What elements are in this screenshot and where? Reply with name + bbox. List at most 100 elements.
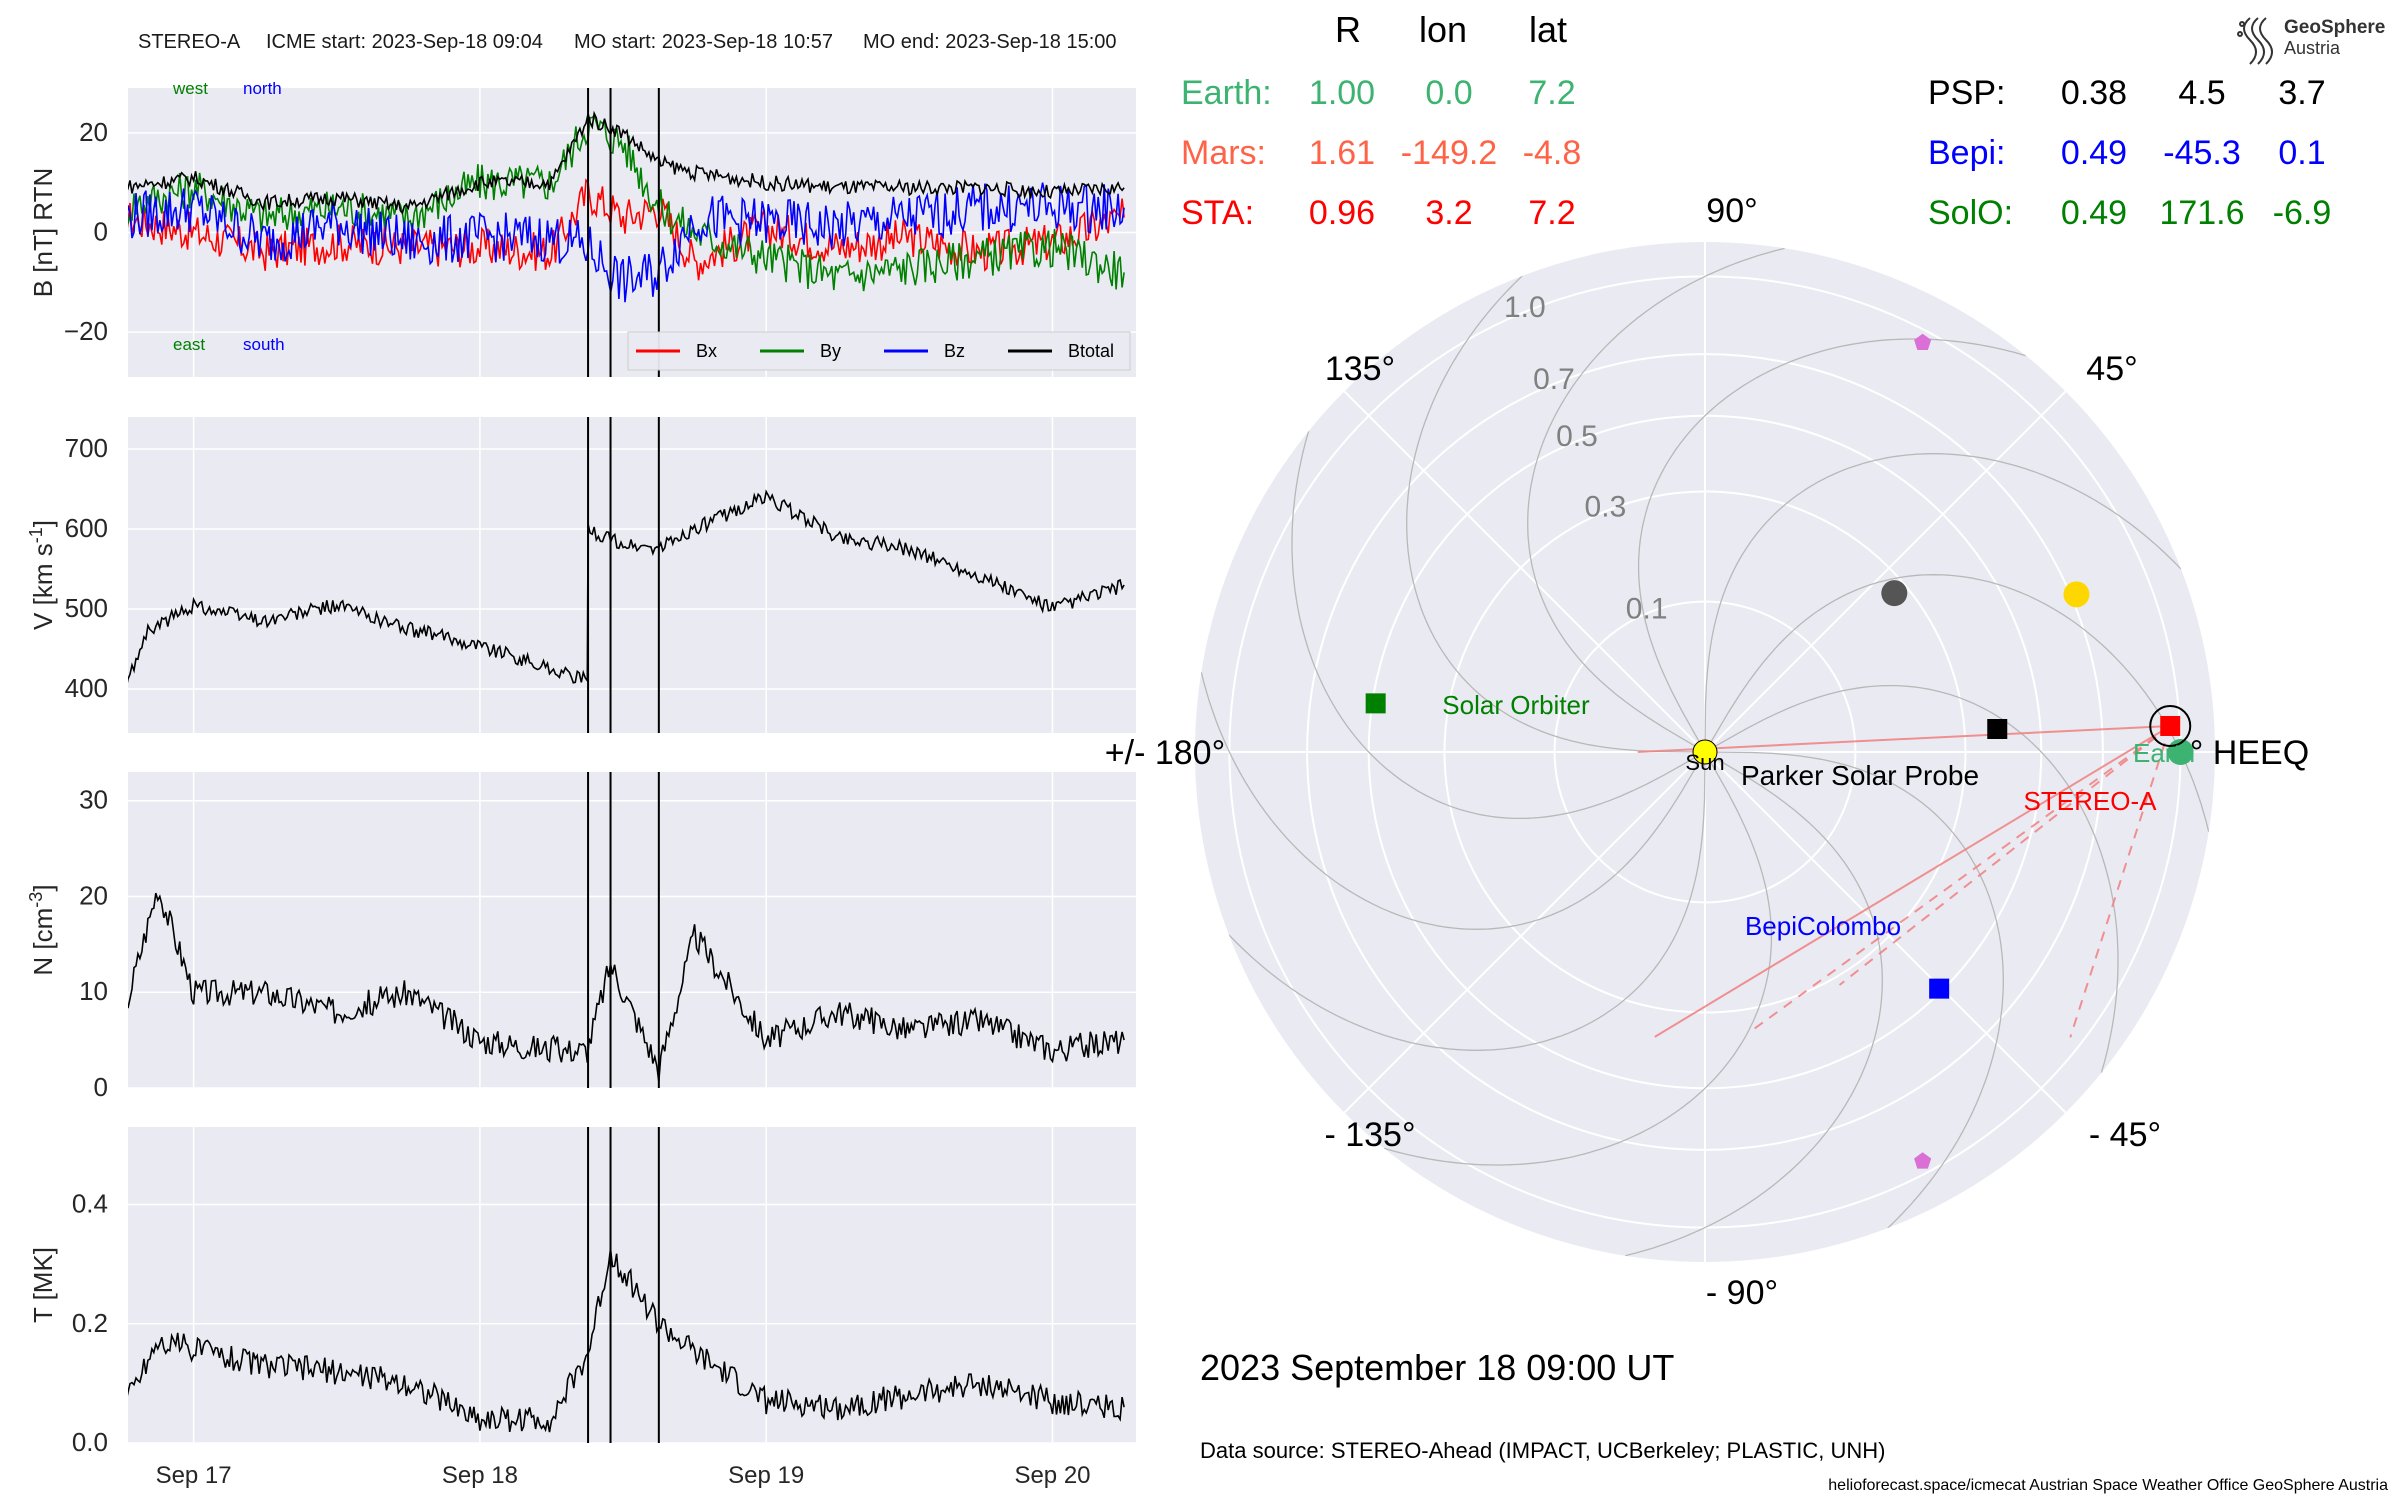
table-header-lat: lat bbox=[1529, 9, 1567, 50]
table-cell-lat: 3.7 bbox=[2278, 74, 2325, 112]
legend-by: By bbox=[820, 341, 841, 361]
position-table: R lon lat Earth: 1.00 0.0 7.2 Mars: 1.61 -149.… bbox=[1181, 9, 2331, 232]
table-cell-lat: -4.8 bbox=[1523, 134, 1582, 172]
table-left-rows: Earth: 1.00 0.0 7.2 Mars: 1.61 -149.2 -4.8 STA: 0… bbox=[1181, 74, 1581, 232]
date-label: 2023 September 18 09:00 UT bbox=[1200, 1347, 1674, 1388]
y-tick-label: 30 bbox=[79, 785, 108, 815]
solar-orbiter-label: Solar Orbiter bbox=[1442, 690, 1590, 720]
y-tick-label: 0.0 bbox=[72, 1427, 108, 1457]
y-tick-label: 20 bbox=[79, 880, 108, 910]
series-line bbox=[128, 489, 1125, 684]
panel-background bbox=[128, 772, 1136, 1088]
bepicolombo-marker bbox=[1929, 978, 1950, 999]
earth-label: Earth bbox=[2133, 738, 2195, 768]
y-tick-label: 700 bbox=[65, 433, 108, 463]
panel-1: 20 0 −20B [nT] RTN bbox=[28, 88, 1136, 377]
y-tick-label: 20 bbox=[79, 117, 108, 147]
table-cell-lon: -45.3 bbox=[2163, 134, 2241, 172]
stereo-a-marker bbox=[2160, 715, 2181, 736]
data-lines bbox=[128, 489, 1125, 684]
y-tick-label: 0 bbox=[94, 217, 108, 247]
planet-marker bbox=[1914, 333, 1932, 350]
parker-spiral-line bbox=[1200, 672, 1706, 930]
table-cell-lat: 0.1 bbox=[2278, 134, 2325, 172]
angle-label: 90° bbox=[1706, 192, 1757, 230]
table-row: Mars: 1.61 -149.2 -4.8 bbox=[1181, 134, 1581, 172]
logo-line1: GeoSphere bbox=[2284, 17, 2385, 38]
y-axis-label: V [km s-1] bbox=[26, 520, 58, 630]
table-cell-name: Bepi: bbox=[1928, 134, 2006, 172]
x-tick-label: Sep 17 bbox=[156, 1462, 232, 1489]
panel-4: 0.4 0.2 0.0 T [MK] Sep 17 Sep 18 Sep 19 Sep 20 bbox=[28, 1127, 1136, 1489]
table-cell-lon: 4.5 bbox=[2178, 74, 2225, 112]
sta-fov-line bbox=[1637, 724, 2171, 753]
data-source: Data source: STEREO-Ahead (IMPACT, UCBer… bbox=[1200, 1438, 1885, 1463]
y-tick-label: 400 bbox=[65, 673, 108, 703]
radial-tick-label: 0.5 bbox=[1556, 420, 1598, 453]
legend-btotal: Btotal bbox=[1068, 341, 1114, 361]
sun-label: Sun bbox=[1685, 750, 1724, 775]
radial-tick-label: 0.7 bbox=[1533, 363, 1575, 396]
data-lines bbox=[128, 110, 1125, 303]
parker-spiral-line bbox=[1527, 247, 1785, 753]
x-tick-label: Sep 18 bbox=[442, 1462, 518, 1489]
parker-spiral-line bbox=[1406, 275, 1706, 753]
stereo-a-highlight-ring bbox=[2149, 704, 2192, 747]
table-cell-name: STA: bbox=[1181, 194, 1254, 232]
table-cell-name: PSP: bbox=[1928, 74, 2005, 112]
table-cell-lat: 7.2 bbox=[1528, 74, 1575, 112]
y-tick-label: 0 bbox=[94, 1072, 108, 1102]
y-tick-label: 0.2 bbox=[72, 1308, 108, 1338]
label-east: east bbox=[173, 335, 205, 354]
parker-spiral-line bbox=[1704, 751, 2004, 1229]
table-row: Bepi: 0.49 -45.3 0.1 bbox=[1928, 134, 2326, 172]
polar-plot: 0.1 0.3 0.5 0.7 1.0 0° HEEQ 45° 90° 135° +/- 180°… bbox=[1105, 192, 2309, 1312]
angle-label: - 45° bbox=[2089, 1116, 2161, 1154]
parker-spiral-line bbox=[1625, 751, 1883, 1257]
series-by bbox=[128, 114, 1125, 292]
parker-spiral-line bbox=[1291, 430, 1706, 820]
time-series-panels: 20 0 −20B [nT] RTN 700 600 500 400 V [km s-1] 30… bbox=[26, 88, 1136, 1489]
solar-orbiter-marker bbox=[1365, 693, 1386, 714]
planet-marker bbox=[1881, 580, 1908, 607]
header-icme-start: ICME start: 2023-Sep-18 09:04 bbox=[266, 31, 543, 53]
label-south: south bbox=[243, 335, 285, 354]
table-right-rows: PSP: 0.38 4.5 3.7 Bepi: 0.49 -45.3 0.1 SolO: 0.49… bbox=[1928, 74, 2331, 232]
y-tick-label: −20 bbox=[64, 316, 108, 346]
table-cell-lat: -6.9 bbox=[2273, 194, 2332, 232]
header-mo-end: MO end: 2023-Sep-18 15:00 bbox=[863, 31, 1117, 53]
parker-spiral-line bbox=[1704, 453, 2182, 753]
table-cell-r: 0.49 bbox=[2061, 134, 2127, 172]
panel-3: 30 20 10 0 N [cm-3] bbox=[26, 772, 1136, 1102]
sta-fov-line bbox=[1838, 725, 2171, 986]
angular-grid-spoke bbox=[1343, 751, 1706, 1114]
y-axis-label: N [cm-3] bbox=[26, 884, 58, 975]
header-spacecraft: STEREO-A bbox=[138, 31, 241, 53]
panel-2: 700 600 500 400 V [km s-1] bbox=[26, 417, 1136, 733]
angle-label: 45° bbox=[2086, 350, 2137, 388]
angle-label: 135° bbox=[1325, 350, 1395, 388]
radial-tick-label: 0.3 bbox=[1585, 490, 1627, 523]
table-cell-r: 1.61 bbox=[1309, 134, 1375, 172]
table-cell-lon: 171.6 bbox=[2159, 194, 2244, 232]
x-tick-label: Sep 19 bbox=[728, 1462, 804, 1489]
series-line bbox=[128, 892, 1125, 1082]
data-lines bbox=[128, 1248, 1125, 1433]
parker-solar-probe-marker bbox=[1987, 718, 2008, 739]
angle-label: +/- 180° bbox=[1105, 734, 1225, 772]
sta-fov-line bbox=[1654, 725, 2171, 1038]
planet-marker bbox=[1914, 1152, 1932, 1169]
panel-background bbox=[128, 417, 1136, 733]
header-mo-start: MO start: 2023-Sep-18 10:57 bbox=[574, 31, 833, 53]
angular-grid-spoke bbox=[1704, 390, 2067, 753]
table-cell-lat: 7.2 bbox=[1528, 194, 1575, 232]
table-cell-r: 0.96 bbox=[1309, 194, 1375, 232]
sun-marker bbox=[1692, 739, 1718, 765]
angular-grid-spoke bbox=[1343, 390, 1706, 753]
series-line bbox=[128, 1248, 1125, 1433]
table-row: Earth: 1.00 0.0 7.2 bbox=[1181, 74, 1576, 112]
b-direction-labels: west north east south bbox=[172, 79, 285, 354]
parker-solar-probe-label: Parker Solar Probe bbox=[1741, 760, 1979, 791]
table-cell-name: Mars: bbox=[1181, 134, 1266, 172]
table-header-lon: lon bbox=[1419, 9, 1467, 50]
